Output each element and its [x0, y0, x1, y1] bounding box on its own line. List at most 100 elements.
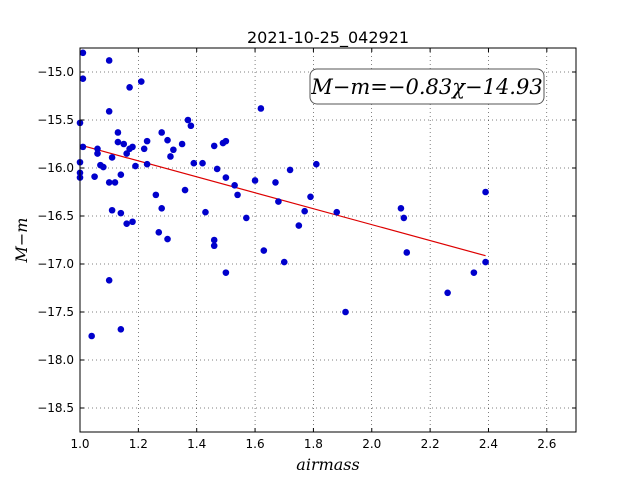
- data-point: [79, 49, 87, 57]
- x-tick-label: 1.6: [246, 437, 265, 451]
- y-tick-label: −16.5: [37, 209, 74, 223]
- data-point: [444, 289, 451, 297]
- data-point: [140, 145, 148, 153]
- data-point: [117, 171, 125, 179]
- data-points: [76, 49, 489, 340]
- data-point: [158, 129, 165, 136]
- data-point: [210, 242, 218, 250]
- axis-ticks: 1.0 1.2 1.4 1.6 1.8 2.0 2.2 2.4 2.6 −15.0 −15.5 −16…: [37, 48, 576, 451]
- x-tick-label: 1.8: [304, 437, 323, 451]
- x-axis-label: airmass: [296, 455, 359, 474]
- x-tick-label: 2.2: [421, 437, 440, 451]
- data-point: [470, 269, 478, 276]
- data-point: [105, 108, 113, 115]
- data-point: [158, 205, 165, 212]
- data-point: [257, 105, 265, 112]
- data-point: [181, 186, 189, 194]
- data-point: [397, 205, 405, 212]
- y-tick-label: −15.0: [37, 65, 74, 79]
- y-tick-label: −16.0: [37, 161, 74, 175]
- data-point: [137, 78, 145, 85]
- data-point: [210, 236, 218, 244]
- plot-frame: [79, 47, 577, 433]
- data-point: [313, 160, 320, 168]
- data-point: [111, 179, 119, 186]
- data-point: [301, 207, 308, 215]
- data-point: [251, 177, 259, 184]
- data-point: [184, 116, 192, 124]
- x-tick-label: 1.4: [187, 437, 206, 451]
- data-point: [105, 179, 113, 186]
- data-point: [164, 136, 171, 144]
- data-point: [123, 150, 130, 157]
- x-tick-label: 2.0: [362, 437, 381, 451]
- data-point: [120, 140, 128, 148]
- data-point: [143, 160, 151, 168]
- data-point: [79, 75, 87, 83]
- data-point: [164, 235, 171, 243]
- data-point: [117, 209, 125, 217]
- data-point: [260, 247, 268, 254]
- data-point: [190, 159, 198, 167]
- y-tick-label: −15.5: [37, 113, 74, 127]
- data-point: [91, 173, 98, 180]
- data-point: [199, 159, 206, 167]
- data-point: [126, 84, 133, 91]
- data-point: [286, 166, 294, 174]
- x-tick-label: 2.6: [537, 437, 556, 451]
- data-point: [202, 208, 209, 216]
- data-point: [143, 137, 151, 145]
- annotation-box: [309, 68, 545, 105]
- data-point: [108, 154, 116, 161]
- data-point: [100, 163, 107, 171]
- y-tick-label: −17.5: [37, 305, 74, 319]
- data-point: [114, 138, 122, 146]
- y-tick-label: −18.5: [37, 401, 74, 415]
- data-point: [275, 198, 282, 205]
- data-point: [243, 214, 250, 222]
- data-point: [403, 249, 411, 256]
- data-point: [105, 277, 113, 284]
- data-point: [167, 153, 174, 160]
- data-point: [272, 179, 279, 186]
- data-point: [105, 57, 113, 64]
- data-point: [213, 165, 221, 173]
- data-point: [482, 258, 489, 266]
- data-point: [482, 188, 489, 196]
- data-point: [152, 191, 160, 199]
- data-point: [210, 142, 218, 150]
- fit-annotation: M−m=−0.83χ−14.93: [309, 68, 545, 105]
- data-point: [222, 137, 230, 145]
- y-tick-label: −18.0: [37, 353, 74, 367]
- data-point: [222, 174, 230, 181]
- annotation-text: M−m=−0.83χ−14.93: [310, 75, 542, 99]
- data-point: [132, 162, 139, 170]
- data-point: [123, 220, 130, 227]
- y-axis-label: M−m: [12, 218, 31, 264]
- data-point: [114, 129, 122, 136]
- data-point: [231, 181, 238, 189]
- data-point: [88, 332, 95, 340]
- data-point: [187, 122, 195, 130]
- data-point: [400, 214, 408, 222]
- data-point: [295, 222, 303, 229]
- data-point: [280, 258, 288, 266]
- data-point: [333, 208, 341, 216]
- data-point: [94, 145, 101, 153]
- x-tick-label: 1.2: [129, 437, 148, 451]
- data-point: [129, 218, 136, 226]
- data-point: [94, 150, 101, 157]
- data-point: [108, 206, 116, 214]
- data-point: [222, 269, 230, 276]
- x-tick-label: 1.0: [70, 437, 89, 451]
- y-tick-label: −17.0: [37, 257, 74, 271]
- data-point: [117, 325, 125, 333]
- data-point: [170, 146, 177, 154]
- data-point: [79, 143, 87, 151]
- data-point: [155, 229, 163, 236]
- data-point: [342, 308, 349, 316]
- data-point: [307, 193, 314, 201]
- chart-title: 2021-10-25_042921: [247, 28, 409, 48]
- data-point: [234, 191, 241, 199]
